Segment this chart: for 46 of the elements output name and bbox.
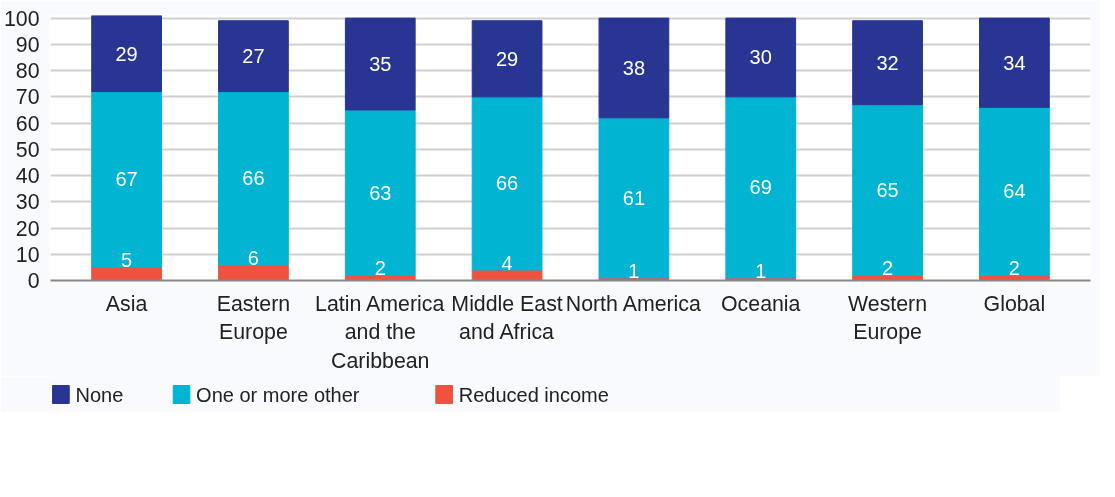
data-label: 63 xyxy=(369,181,392,204)
x-tick-label: Latin America and the Caribbean xyxy=(315,291,445,374)
legend-label: One or more other xyxy=(196,383,360,406)
data-label: 4 xyxy=(501,252,513,274)
data-label: 35 xyxy=(369,53,392,76)
x-tick-label: Asia xyxy=(105,291,148,316)
x-tick-label: North America xyxy=(565,291,702,316)
data-label: 27 xyxy=(242,45,265,68)
data-label: 61 xyxy=(622,186,646,209)
y-tick-label: 100 xyxy=(3,6,40,31)
data-label: 1 xyxy=(628,259,640,282)
legend-label: Reduced income xyxy=(458,383,609,406)
y-tick-label: 20 xyxy=(15,216,40,241)
x-tick-label: Global xyxy=(983,291,1046,316)
data-label: 66 xyxy=(242,167,265,190)
data-label: 2 xyxy=(882,257,894,280)
y-tick-label: 60 xyxy=(15,111,40,136)
data-label: 64 xyxy=(1003,180,1026,203)
data-label: 32 xyxy=(876,51,899,74)
y-tick-label: 70 xyxy=(15,85,40,110)
data-label: 5 xyxy=(121,249,133,272)
x-tick-label: Western Europe xyxy=(848,291,928,345)
x-tick-label: Oceania xyxy=(721,291,801,316)
data-label: 2 xyxy=(1008,257,1020,280)
y-tick-label: 50 xyxy=(15,137,40,162)
data-label: 2 xyxy=(374,257,386,280)
y-tick-label: 80 xyxy=(15,59,40,84)
data-label: 29 xyxy=(115,42,138,65)
data-label: 38 xyxy=(622,56,646,79)
legend-label: None xyxy=(75,383,124,406)
data-label: 34 xyxy=(1003,51,1026,74)
data-label: 67 xyxy=(115,168,138,191)
y-tick-label: 10 xyxy=(15,242,40,267)
data-label: 1 xyxy=(755,259,767,282)
data-label: 66 xyxy=(495,172,519,195)
data-label: 69 xyxy=(749,176,772,199)
y-tick-label: 0 xyxy=(27,269,40,293)
data-label: 65 xyxy=(876,178,899,201)
x-tick-label: Middle East and Africa xyxy=(451,291,563,345)
data-label: 29 xyxy=(495,47,519,70)
x-tick-label: Eastern Europe xyxy=(216,291,291,345)
data-label: 30 xyxy=(749,46,772,69)
y-tick-label: 40 xyxy=(15,164,40,189)
y-tick-label: 90 xyxy=(15,32,40,57)
y-tick-label: 30 xyxy=(15,190,40,215)
data-label: 6 xyxy=(247,246,259,269)
